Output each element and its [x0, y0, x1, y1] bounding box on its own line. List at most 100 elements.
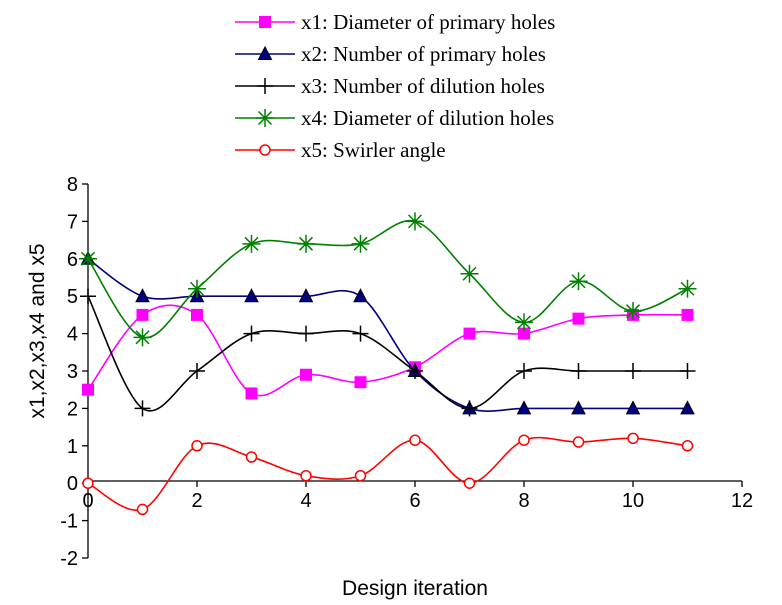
- series-1: [82, 304, 694, 400]
- x-tick-label: 6: [409, 490, 420, 512]
- data-point: [245, 387, 258, 400]
- x-ticks: 0 2 4 6 8 10 12: [82, 481, 753, 512]
- data-point: [407, 363, 423, 379]
- x-axis-title: Design iteration: [342, 577, 488, 600]
- data-point: [80, 288, 96, 305]
- data-point: [242, 234, 261, 253]
- data-point: [82, 477, 94, 489]
- data-point: [298, 288, 314, 303]
- series-line: [87, 295, 688, 412]
- data-point: [409, 434, 421, 446]
- y-tick-label: 6: [67, 249, 78, 271]
- series-5: [82, 432, 694, 516]
- data-point: [191, 440, 203, 452]
- legend-entry: x3: Number of dilution holes: [235, 74, 545, 98]
- y-tick-label: -1: [60, 511, 78, 533]
- data-point: [297, 234, 315, 253]
- data-point: [461, 400, 478, 417]
- data-point: [463, 477, 476, 489]
- series-layer: [79, 212, 697, 516]
- y-tick-label: 1: [67, 436, 78, 458]
- series-2: [80, 250, 695, 415]
- series-line: [87, 219, 688, 339]
- y-tick-label: 8: [67, 174, 78, 196]
- data-point: [570, 363, 587, 379]
- legend-entry: x4: Diameter of dilution holes: [235, 106, 554, 130]
- data-point: [624, 302, 642, 321]
- legend-label: x2: Number of primary holes: [301, 42, 546, 66]
- data-point: [460, 264, 479, 283]
- x-tick-label: 10: [622, 490, 644, 512]
- series-4: [79, 212, 697, 347]
- data-point: [518, 434, 530, 446]
- legend-marker: [257, 78, 273, 94]
- x-tick-label: 12: [731, 490, 753, 512]
- data-point: [515, 313, 533, 332]
- y-tick-label: 2: [67, 398, 78, 420]
- data-point: [82, 383, 94, 396]
- data-point: [681, 308, 694, 321]
- y-axis-title: x1,x2,x3,x4 and x5: [26, 243, 49, 418]
- legend-entry: x2: Number of primary holes: [235, 42, 546, 66]
- legend-marker: [256, 109, 274, 127]
- data-point: [678, 279, 697, 298]
- data-point: [244, 288, 259, 303]
- legend-label: x1: Diameter of primary holes: [301, 10, 555, 34]
- data-point: [136, 308, 149, 321]
- x-tick-label: 2: [191, 490, 202, 512]
- data-point: [572, 312, 585, 325]
- x-tick-label: 4: [300, 490, 311, 512]
- series-line: [87, 436, 688, 512]
- data-point: [571, 400, 586, 415]
- y-tick-label: 5: [67, 286, 78, 308]
- data-point: [352, 325, 369, 342]
- data-point: [572, 436, 585, 448]
- data-point: [79, 249, 97, 268]
- data-point: [243, 325, 260, 342]
- data-point: [134, 400, 151, 417]
- x-tick-label: 0: [82, 490, 93, 512]
- data-point: [300, 469, 312, 482]
- data-point: [353, 288, 368, 303]
- data-point: [133, 328, 152, 347]
- data-point: [406, 212, 424, 231]
- y-tick-label: 3: [67, 361, 78, 383]
- legend: x1: Diameter of primary holes x2: Number …: [235, 10, 555, 162]
- data-point: [245, 451, 258, 463]
- data-point: [625, 363, 641, 379]
- data-point: [463, 327, 476, 340]
- data-point: [189, 363, 205, 379]
- data-point: [627, 432, 639, 445]
- data-point: [354, 469, 367, 482]
- data-point: [136, 503, 149, 516]
- data-point: [625, 400, 641, 415]
- legend-marker: [257, 45, 273, 60]
- y-tick-label: 0: [67, 473, 78, 495]
- data-point: [516, 363, 532, 379]
- data-point: [569, 272, 588, 291]
- data-point: [191, 308, 203, 321]
- data-point: [188, 279, 206, 298]
- data-point: [680, 400, 695, 415]
- legend-label: x3: Number of dilution holes: [301, 74, 545, 98]
- legend-marker: [259, 16, 271, 28]
- data-point: [679, 363, 696, 379]
- data-point: [135, 288, 150, 303]
- y-tick-label: 4: [67, 324, 78, 346]
- legend-entry: x5: Swirler angle: [235, 138, 446, 162]
- legend-marker: [259, 144, 271, 156]
- data-point: [516, 400, 532, 415]
- data-point: [351, 234, 370, 253]
- legend-entry: x1: Diameter of primary holes: [235, 10, 555, 34]
- data-point: [354, 376, 367, 389]
- legend-label: x4: Diameter of dilution holes: [301, 106, 554, 130]
- series-3: [80, 288, 696, 417]
- legend-label: x5: Swirler angle: [301, 138, 446, 162]
- y-tick-label: -2: [60, 548, 78, 570]
- data-point: [298, 325, 314, 342]
- data-point: [300, 368, 312, 381]
- x-tick-label: 8: [518, 490, 529, 512]
- y-tick-label: 7: [67, 211, 78, 233]
- data-point: [681, 440, 694, 452]
